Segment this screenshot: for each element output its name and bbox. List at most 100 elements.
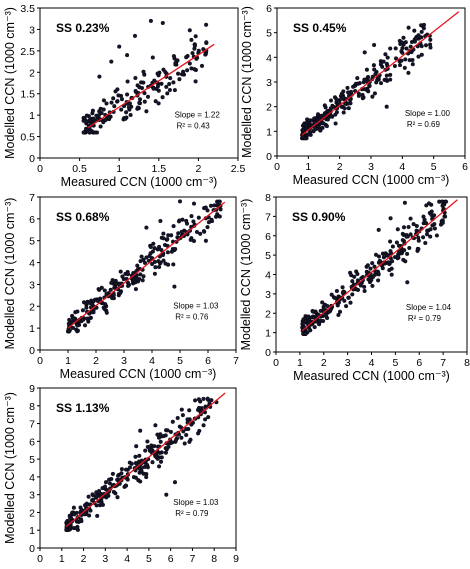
data-point	[184, 426, 189, 432]
data-point	[111, 96, 116, 101]
y-tick-label: 1	[29, 110, 35, 122]
data-point	[312, 325, 317, 330]
data-point	[179, 407, 184, 412]
data-point	[368, 266, 373, 271]
data-point	[367, 83, 372, 88]
data-point	[386, 260, 391, 265]
data-point	[425, 228, 430, 233]
data-point	[160, 20, 165, 26]
data-point	[105, 492, 110, 498]
data-point	[142, 99, 147, 104]
data-point	[150, 460, 155, 465]
x-tick-label: 0	[37, 553, 43, 564]
data-point	[164, 492, 169, 497]
data-point	[119, 97, 125, 102]
data-point	[196, 397, 201, 402]
data-point	[419, 52, 424, 57]
data-point	[161, 236, 166, 241]
data-point	[202, 229, 207, 234]
data-point	[371, 63, 376, 68]
y-tick-label: 0	[29, 543, 35, 555]
data-point	[380, 64, 385, 69]
x-tick-label: 5	[431, 161, 437, 173]
plot-frame	[39, 387, 237, 549]
data-point	[406, 25, 411, 30]
data-point	[144, 255, 149, 260]
data-point	[175, 58, 180, 63]
data-point	[203, 417, 208, 422]
data-point	[392, 255, 398, 260]
data-point	[87, 513, 92, 518]
data-point	[119, 107, 124, 112]
data-point	[109, 280, 114, 285]
x-tick-label: 7	[440, 357, 446, 369]
y-tick-label: 5	[29, 454, 35, 466]
data-point	[145, 439, 150, 444]
data-point	[155, 456, 160, 461]
data-point	[153, 265, 158, 270]
data-point	[428, 234, 433, 239]
data-point	[337, 100, 342, 105]
data-point	[129, 461, 134, 466]
data-point	[374, 269, 379, 274]
data-point	[344, 304, 349, 309]
data-point	[408, 44, 413, 49]
data-point	[421, 235, 426, 240]
data-point	[189, 37, 194, 42]
x-tick-label: 2	[321, 357, 327, 369]
data-point	[349, 273, 354, 278]
data-point	[99, 285, 104, 290]
x-tick-label: 5	[392, 357, 398, 369]
data-point	[414, 36, 419, 41]
x-tick-label: 2	[337, 161, 343, 173]
data-point	[138, 479, 143, 484]
data-point	[408, 232, 413, 237]
r-squared-annotation: R² = 0.79	[175, 509, 209, 518]
data-point	[81, 317, 86, 322]
data-point	[133, 75, 138, 81]
data-point	[88, 508, 93, 513]
data-point	[400, 50, 405, 55]
data-point	[158, 218, 163, 224]
regression-line	[301, 11, 460, 136]
data-point	[158, 439, 163, 444]
data-point	[394, 240, 399, 245]
data-point	[98, 124, 103, 129]
data-point	[424, 232, 430, 237]
data-point	[181, 69, 186, 74]
x-tick-label: 6	[416, 357, 422, 369]
data-point	[388, 72, 393, 77]
y-tick-label: 8	[29, 401, 35, 413]
data-point	[192, 67, 197, 72]
data-point	[187, 408, 192, 413]
data-point	[328, 98, 334, 103]
data-point	[419, 29, 424, 34]
y-tick-label: 0	[266, 151, 272, 163]
data-point	[166, 233, 171, 238]
data-point	[151, 86, 156, 91]
data-point	[138, 428, 143, 433]
data-point	[323, 105, 328, 110]
data-point	[423, 43, 429, 48]
data-point	[203, 205, 208, 210]
data-point	[91, 116, 96, 121]
data-point	[406, 70, 411, 75]
data-point	[401, 225, 407, 230]
y-tick-label: 3	[29, 490, 35, 502]
x-tick-label: 8	[211, 553, 217, 564]
plot-frame	[39, 196, 237, 351]
data-point	[133, 287, 138, 292]
data-point	[307, 131, 312, 136]
data-point	[169, 249, 174, 254]
y-tick-label: 2.5	[20, 46, 35, 58]
data-point	[173, 246, 178, 252]
y-tick-label: 0	[265, 347, 271, 359]
x-tick-label: 5	[177, 355, 183, 367]
x-tick-label: 3	[121, 355, 127, 367]
data-point	[64, 527, 69, 532]
x-tick-label: 1	[305, 161, 311, 173]
data-point	[370, 94, 375, 99]
data-point	[117, 44, 122, 49]
x-axis-label: Measured CCN (1000 cm⁻³)	[60, 367, 217, 381]
data-point	[167, 87, 172, 93]
